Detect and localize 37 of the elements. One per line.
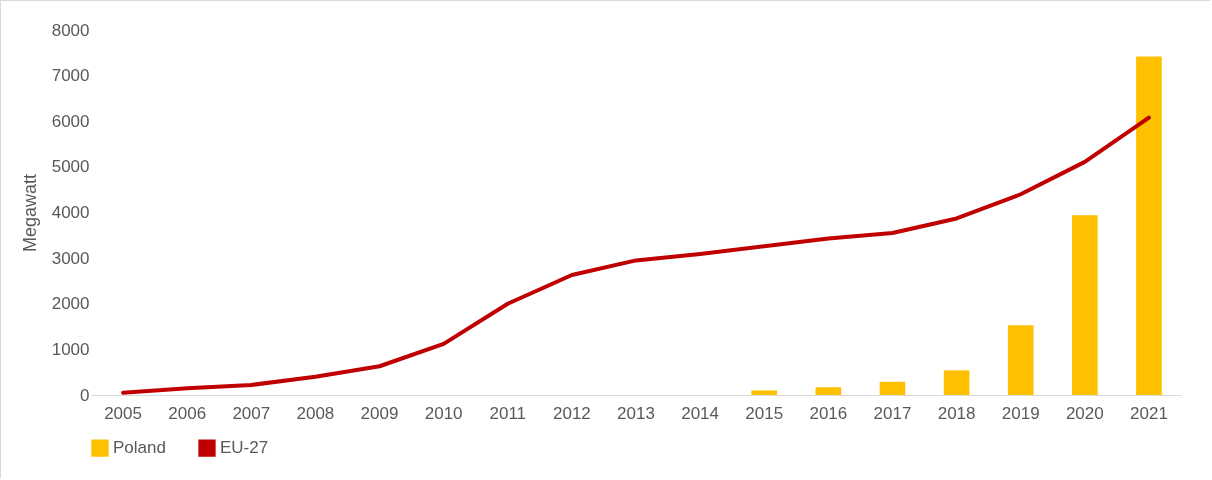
x-tick-label: 2019 [1001,403,1040,423]
y-tick-label: 0 [80,385,90,405]
y-tick-label: 1000 [51,339,90,359]
bar [1136,56,1162,395]
bar [751,390,778,395]
bar [943,370,970,395]
x-tick-label: 2012 [552,403,591,423]
bar [879,381,906,395]
x-tick-label: 2020 [1065,403,1104,423]
x-tick-label: 2005 [104,403,142,423]
x-tick-label: 2010 [424,403,463,423]
x-tick-label: 2014 [681,403,720,423]
legend-label: Poland [113,438,166,458]
y-tick-label: 6000 [51,111,90,131]
x-tick-label: 2017 [873,403,912,423]
y-axis-title: Megawatt [19,173,40,253]
legend-label: EU-27 [220,438,269,458]
x-tick-label: 2015 [745,403,784,423]
line-series [121,115,1151,395]
x-tick-label: 2021 [1130,403,1168,423]
x-tick-label: 2018 [937,403,976,423]
bar [815,387,842,395]
y-tick-label: 8000 [51,20,90,40]
y-tick-label: 4000 [51,203,90,222]
bar [1007,325,1034,395]
bar [1072,215,1098,395]
x-tick-label: 2011 [489,403,527,423]
y-tick-label: 2000 [51,294,90,314]
y-tick-label: 3000 [51,248,90,268]
y-tick-label: 5000 [51,157,90,177]
x-tick-label: 2006 [168,403,207,423]
x-tick-label: 2008 [296,403,335,423]
x-tick-label: 2007 [232,403,271,423]
x-tick-label: 2013 [617,403,655,423]
y-tick-label: 7000 [51,66,90,86]
x-tick-label: 2009 [360,403,399,423]
x-tick-label: 2016 [809,403,848,423]
